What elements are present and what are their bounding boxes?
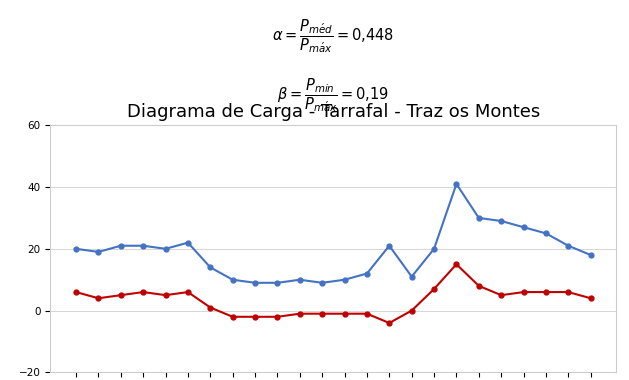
P (kW) <box>386 244 393 248</box>
Q (kVAr) <box>430 287 438 291</box>
Q (kVAr) <box>475 283 482 288</box>
P (kW) <box>94 250 102 254</box>
P (kW) <box>206 265 214 270</box>
P (kW) <box>184 241 192 245</box>
Q (kVAr) <box>140 290 147 294</box>
Q (kVAr) <box>542 290 550 294</box>
P (kW) <box>453 182 460 186</box>
Q (kVAr) <box>229 315 237 319</box>
P (kW) <box>251 280 259 285</box>
Line: Q (kVAr): Q (kVAr) <box>74 262 593 325</box>
Q (kVAr) <box>587 296 594 301</box>
P (kW) <box>318 280 326 285</box>
Q (kVAr) <box>251 315 259 319</box>
Q (kVAr) <box>341 312 348 316</box>
Q (kVAr) <box>408 308 416 313</box>
Q (kVAr) <box>520 290 527 294</box>
Q (kVAr) <box>94 296 102 301</box>
Line: P (kW): P (kW) <box>74 182 593 285</box>
Q (kVAr) <box>184 290 192 294</box>
Q (kVAr) <box>162 293 169 298</box>
P (kW) <box>542 231 550 236</box>
Q (kVAr) <box>296 312 304 316</box>
Q (kVAr) <box>117 293 125 298</box>
Title: Diagrama de Carga - Tarrafal - Traz os Montes: Diagrama de Carga - Tarrafal - Traz os M… <box>127 103 540 121</box>
P (kW) <box>475 215 482 220</box>
P (kW) <box>72 247 80 251</box>
P (kW) <box>117 244 125 248</box>
P (kW) <box>140 244 147 248</box>
Q (kVAr) <box>72 290 80 294</box>
Q (kVAr) <box>274 315 281 319</box>
P (kW) <box>341 277 348 282</box>
P (kW) <box>587 253 594 257</box>
Q (kVAr) <box>565 290 572 294</box>
Q (kVAr) <box>453 262 460 266</box>
P (kW) <box>565 244 572 248</box>
Q (kVAr) <box>386 321 393 325</box>
Text: $\beta = \dfrac{P_{min}}{P_{m\acute{a}x}} = 0{,}19$: $\beta = \dfrac{P_{min}}{P_{m\acute{a}x}… <box>277 76 389 114</box>
P (kW) <box>229 277 237 282</box>
Q (kVAr) <box>206 305 214 310</box>
Q (kVAr) <box>318 312 326 316</box>
Text: $\alpha = \dfrac{P_{m\acute{e}d}}{P_{m\acute{a}x}} = 0{,}448$: $\alpha = \dfrac{P_{m\acute{e}d}}{P_{m\a… <box>272 17 394 55</box>
P (kW) <box>408 274 416 279</box>
P (kW) <box>430 247 438 251</box>
Q (kVAr) <box>498 293 505 298</box>
P (kW) <box>162 247 169 251</box>
P (kW) <box>520 225 527 230</box>
P (kW) <box>274 280 281 285</box>
Q (kVAr) <box>363 312 370 316</box>
P (kW) <box>296 277 304 282</box>
P (kW) <box>498 219 505 223</box>
P (kW) <box>363 271 370 276</box>
